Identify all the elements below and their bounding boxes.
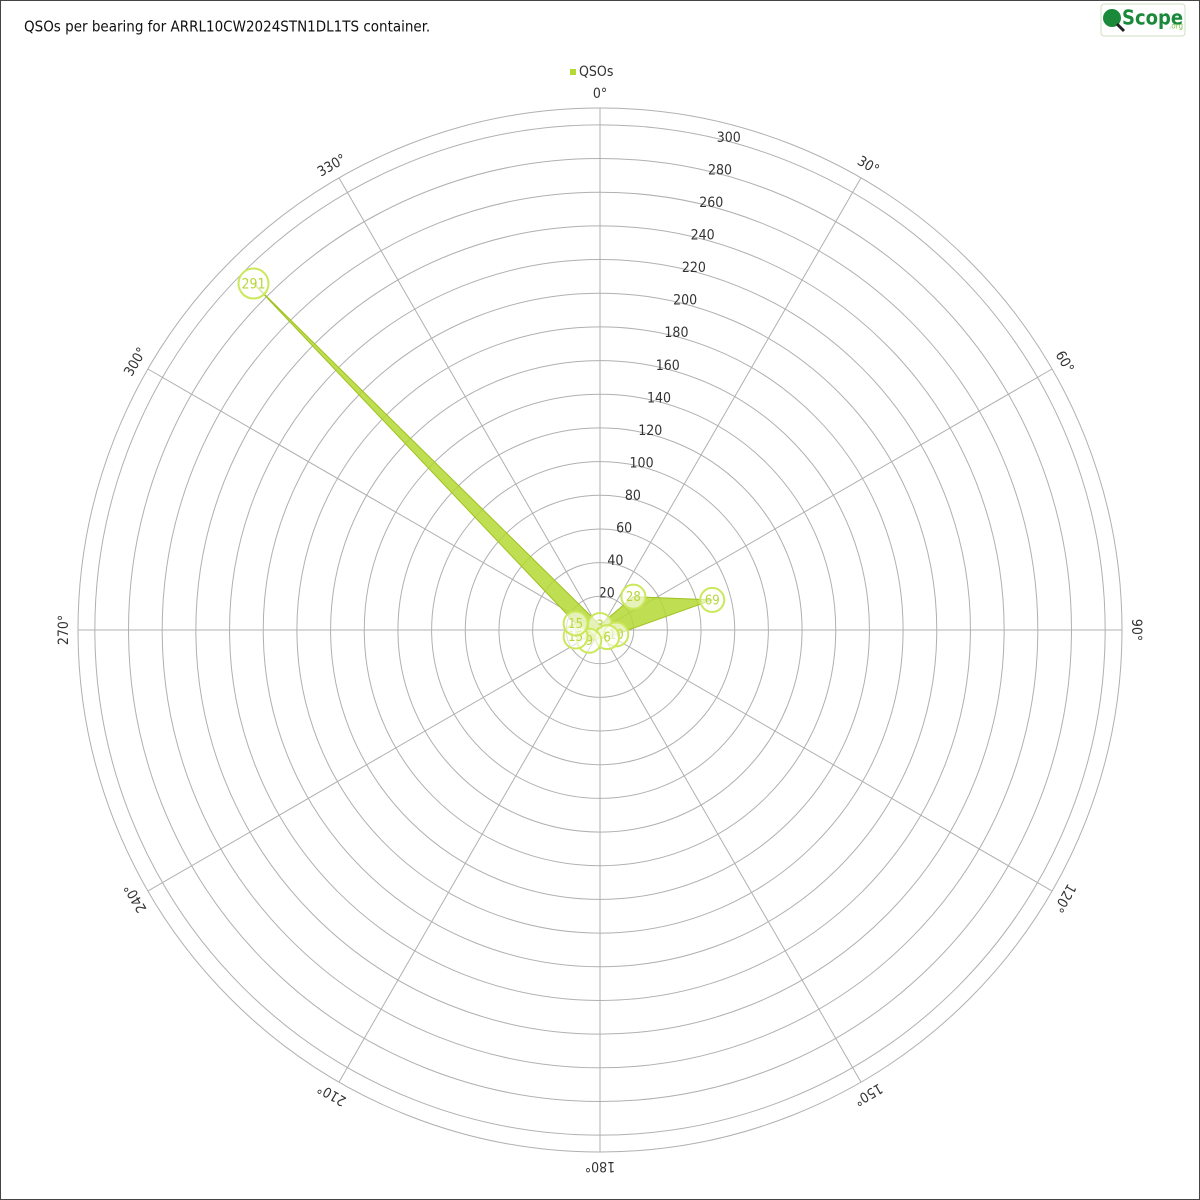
logo: Scope .org (1100, 3, 1186, 37)
data-label: 6 (603, 631, 610, 646)
r-tick-label: 60 (616, 520, 632, 536)
grid-spoke (599, 368, 1053, 631)
point-marker (237, 267, 270, 300)
grid-spoke (338, 629, 601, 1083)
r-tick-label: 260 (699, 195, 723, 211)
grid-spoke (599, 629, 1053, 892)
legend-label: QSOs (579, 64, 613, 80)
point-marker (620, 583, 647, 610)
r-tick-label: 20 (599, 585, 615, 601)
r-tick-label: 100 (630, 455, 654, 471)
theta-tick-label: 0° (593, 86, 607, 102)
r-tick-label: 240 (691, 228, 715, 244)
r-tick-label: 40 (607, 553, 623, 569)
data-label: 3 (596, 618, 603, 633)
r-tick-label: 80 (625, 488, 641, 504)
theta-tick-label: 180° (585, 1158, 615, 1174)
theta-tick-label: 270° (56, 615, 72, 645)
grid-spoke (599, 177, 862, 631)
legend-swatch (570, 69, 576, 75)
grid-spoke (147, 368, 601, 631)
r-tick-label: 180 (664, 325, 688, 341)
data-label: 28 (626, 590, 641, 605)
r-tick-label: 300 (717, 130, 741, 146)
point-marker (562, 610, 589, 637)
logo-text: Scope (1122, 6, 1183, 30)
data-label: 9 (586, 634, 593, 649)
r-tick-label: 120 (638, 423, 662, 439)
r-tick-label: 280 (708, 163, 732, 179)
data-label: 15 (568, 617, 583, 632)
logo-icon-handle (1115, 22, 1126, 33)
r-tick-label: 140 (647, 390, 671, 406)
logo-icon (1103, 9, 1121, 27)
theta-tick-label: 90° (1128, 619, 1144, 641)
r-tick-label: 200 (673, 293, 697, 309)
grid-spoke (599, 629, 862, 1083)
chart-title: QSOs per bearing for ARRL10CW2024STN1DL1… (24, 18, 430, 36)
grid-spoke (338, 177, 601, 631)
r-tick-label: 220 (682, 260, 706, 276)
point-marker (699, 586, 726, 613)
data-label: 291 (241, 277, 265, 293)
data-label: 69 (705, 593, 720, 608)
logo-suffix: .org (1169, 22, 1183, 31)
r-tick-label: 160 (656, 358, 680, 374)
grid-spoke (147, 629, 601, 892)
